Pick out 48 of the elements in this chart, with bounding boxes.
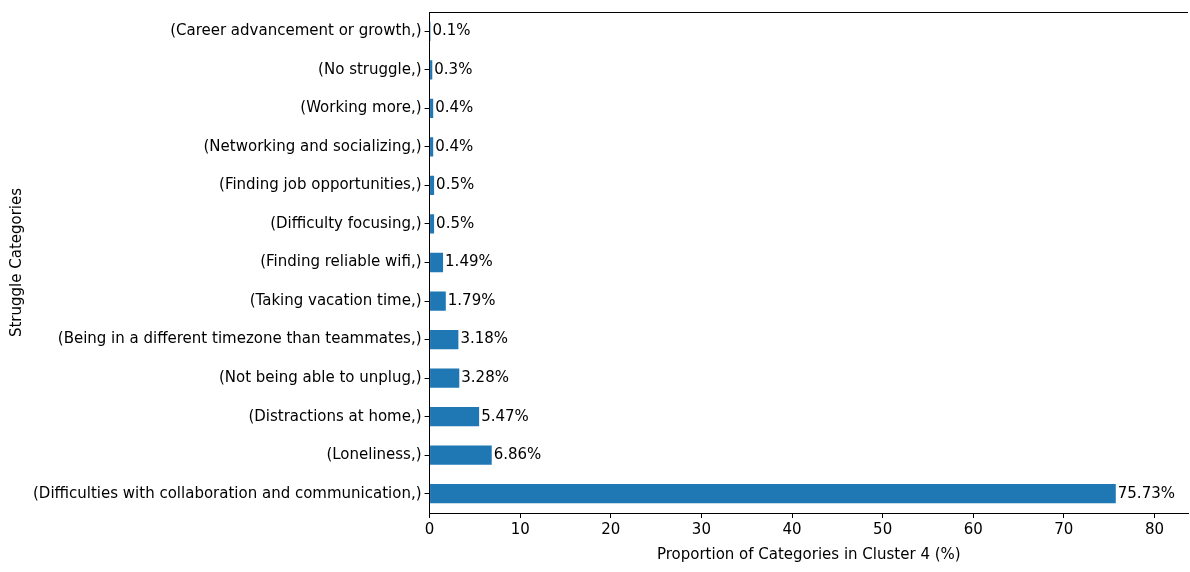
x-axis-title: Proportion of Categories in Cluster 4 (%) [656,544,961,563]
bar [430,98,434,118]
y-tick-label: (Distractions at home,) [248,406,422,425]
y-tick-label: (Networking and socializing,) [203,136,422,155]
y-tick-label: (Difficulties with collaboration and communication,) [32,483,422,502]
y-tick-label: (No struggle,) [318,59,422,78]
bar [430,175,435,196]
y-tick-label: (Finding job opportunities,) [219,175,422,194]
x-tick-label: 20 [601,519,621,538]
data-label: 1.49% [445,252,493,271]
data-label: 0.1% [432,21,471,40]
data-label: 5.47% [481,406,529,425]
bar [430,329,459,350]
x-tick-label: 30 [691,519,711,538]
x-tick-label: 70 [1054,519,1074,538]
bar [430,368,460,388]
y-tick-label: (Loneliness,) [326,445,422,464]
y-tick-label: (Not being able to unplug,) [218,368,422,387]
y-tick-label: (Finding reliable wifi,) [260,252,422,271]
bar [430,291,446,311]
data-label: 3.28% [461,368,509,387]
x-tick-label: 60 [963,519,983,538]
x-tick-label: 10 [510,519,530,538]
data-label: 3.18% [460,329,509,348]
bar [430,407,480,427]
x-tick-label: 0 [424,519,435,538]
data-label: 0.5% [436,213,475,232]
y-tick-label: (Taking vacation time,) [249,290,422,309]
x-tick-label: 50 [873,519,893,538]
data-label: 6.86% [493,445,542,464]
y-tick-label: (Career advancement or growth,) [170,21,422,40]
bar [430,445,492,465]
y-axis-title: Struggle Categories [6,187,25,338]
bar [430,214,435,234]
data-label: 0.3% [434,59,473,78]
y-tick-label: (Working more,) [300,98,422,117]
x-tick-label: 80 [1144,519,1165,538]
y-tick-label: (Being in a different timezone than teammates,) [57,329,422,348]
y-tick-label: (Difficulty focusing,) [270,213,422,232]
data-label: 0.4% [435,98,474,117]
data-label: 1.79% [447,290,496,309]
data-label: 75.73% [1117,483,1175,502]
data-label: 0.5% [436,175,475,194]
data-label: 0.4% [435,136,474,155]
bar [430,484,1116,504]
bar [430,252,444,273]
x-tick-label: 40 [782,519,802,538]
bar [430,137,434,157]
